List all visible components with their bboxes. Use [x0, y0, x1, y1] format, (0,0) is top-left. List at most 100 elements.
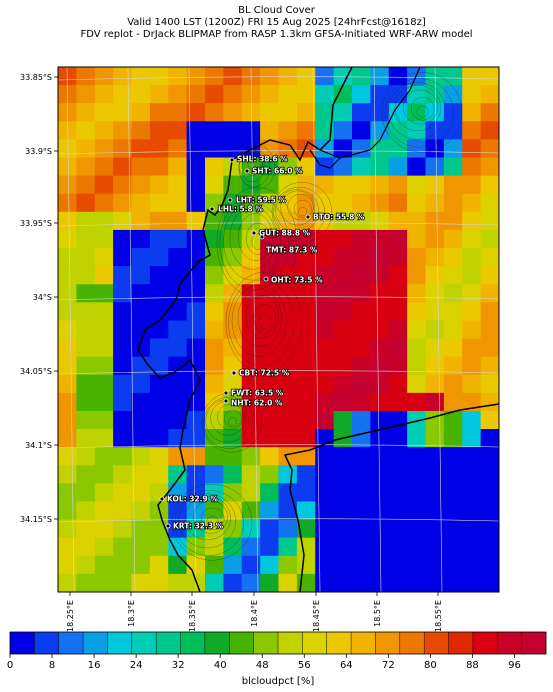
- grid-cell: [278, 320, 298, 339]
- grid-cell: [407, 501, 426, 520]
- grid-cell: [425, 266, 445, 285]
- contour-line: [298, 207, 307, 217]
- title-line-3: FDV replot - DrJack BLIPMAP from RASP 1.…: [80, 29, 473, 40]
- grid-cell: [480, 157, 500, 177]
- grid-cell: [58, 320, 77, 339]
- grid-cell: [113, 537, 132, 557]
- grid-cell: [425, 392, 445, 412]
- grid-cell: [223, 67, 243, 86]
- grid-cell: [205, 356, 224, 376]
- grid-cell: [443, 266, 463, 285]
- grid-cell: [462, 320, 482, 339]
- station-dot-cbt: [231, 370, 237, 376]
- contour-line: [273, 186, 326, 239]
- grid-cell: [76, 356, 96, 376]
- grid-cell: [113, 555, 132, 575]
- grid-cell: [278, 465, 298, 484]
- grid-cell: [407, 410, 426, 430]
- grid-cell: [76, 229, 96, 249]
- grid-cell: [443, 519, 463, 539]
- grid-cell: [370, 465, 390, 484]
- grid-cell: [58, 229, 77, 249]
- grid-cell: [352, 211, 371, 231]
- grid-cell: [260, 519, 279, 539]
- colorbar-segment: [83, 632, 108, 654]
- grid-cell: [370, 67, 390, 86]
- grid-cell: [333, 338, 353, 358]
- grid-cell: [443, 320, 463, 339]
- grid-cell: [94, 284, 114, 303]
- grid-cell: [205, 248, 224, 267]
- grid-cell: [113, 302, 132, 321]
- grid-cell: [94, 320, 114, 339]
- grid-cell: [76, 519, 96, 539]
- grid-cell: [205, 465, 224, 484]
- grid-cell: [480, 392, 500, 412]
- contour-line: [223, 410, 242, 428]
- colorbar-segment: [521, 632, 547, 654]
- grid-cell: [149, 573, 169, 593]
- lon-tick-label: 18.55°E: [434, 600, 443, 632]
- grid-cell: [131, 555, 151, 575]
- grid-cell: [205, 338, 224, 358]
- lat-tick-label: 33.95°S: [20, 219, 52, 228]
- grid-cell: [407, 266, 426, 285]
- grid-cell: [94, 121, 114, 140]
- grid-cell: [76, 537, 96, 557]
- grid-cell: [168, 483, 188, 502]
- grid-cell: [113, 356, 132, 376]
- contour-line: [228, 417, 237, 427]
- contour-line: [231, 284, 287, 357]
- grid-cell: [260, 447, 279, 466]
- grid-cell: [260, 374, 279, 394]
- grid-cell: [149, 103, 169, 122]
- grid-cell: [407, 85, 426, 104]
- grid-cell: [205, 103, 224, 122]
- grid-cell: [76, 429, 96, 448]
- grid-cell: [462, 501, 482, 520]
- grid-cell: [76, 103, 96, 122]
- grid-cell: [388, 193, 408, 213]
- contour-line: [239, 149, 266, 182]
- grid-cell: [425, 410, 445, 430]
- grid-cell: [149, 483, 169, 502]
- graticule-line: [57, 444, 500, 449]
- grid-cell: [296, 374, 316, 394]
- contour-line: [403, 89, 438, 125]
- colorbar-tick-label: 64: [340, 660, 353, 671]
- grid-cell: [113, 429, 132, 448]
- grid-cell: [388, 229, 408, 249]
- grid-cell: [205, 410, 224, 430]
- grid-cell: [131, 157, 151, 177]
- grid-cell: [352, 465, 371, 484]
- grid-cell: [94, 85, 114, 104]
- grid-cell: [186, 157, 206, 177]
- grid-cell: [168, 320, 188, 339]
- grid-cell: [149, 392, 169, 412]
- contour-line: [271, 182, 333, 243]
- grid-cell: [149, 67, 169, 86]
- grid-cell: [388, 121, 408, 140]
- grid-cell: [425, 175, 445, 195]
- grid-cell: [149, 85, 169, 104]
- grid-cell: [76, 157, 96, 177]
- station-dot-lht: [227, 197, 233, 203]
- grid-cell: [333, 103, 353, 122]
- grid-cell: [278, 248, 298, 267]
- grid-cell: [76, 175, 96, 195]
- grid-cell: [388, 537, 408, 557]
- grid-cell: [186, 537, 206, 557]
- grid-cell: [388, 85, 408, 104]
- grid-cell: [333, 121, 353, 140]
- colorbar-label: blcloudpct [%]: [242, 676, 315, 687]
- grid-cell: [370, 229, 390, 249]
- grid-cell: [241, 447, 261, 466]
- colorbar-segment: [107, 632, 133, 654]
- grid-cell: [315, 555, 335, 575]
- colorbar-segment: [302, 632, 328, 654]
- grid-cell: [296, 501, 316, 520]
- grid-cell: [113, 447, 132, 466]
- grid-cell: [241, 320, 261, 339]
- station-label-lht: LHT: 59.5 %: [236, 196, 286, 205]
- grid-cell: [223, 392, 243, 412]
